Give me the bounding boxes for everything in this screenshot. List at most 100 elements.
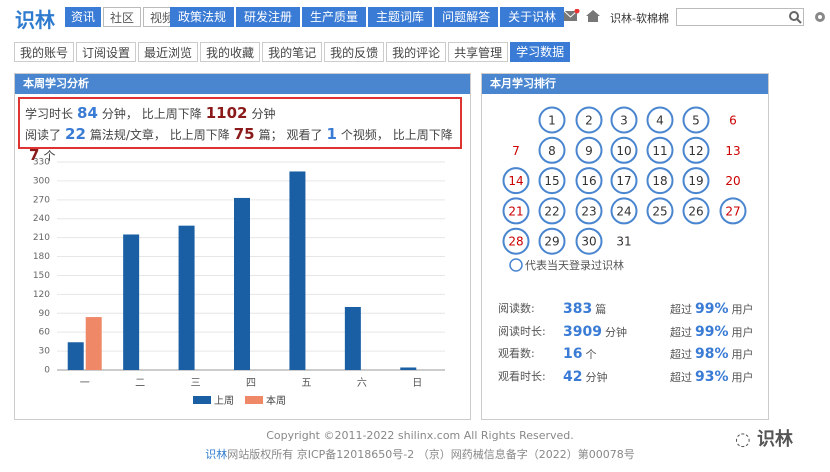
y-tick-label: 30 <box>39 347 51 357</box>
summary-number: 84 <box>77 104 98 122</box>
calendar-day: 26 <box>688 204 703 218</box>
stat-row: 阅读时长: 3909 分钟 超过 99% 用户 <box>498 321 758 344</box>
sub-tab[interactable]: 我的账号 <box>14 42 75 62</box>
y-tick-label: 270 <box>33 195 50 205</box>
calendar-day: 13 <box>725 144 740 158</box>
stat-label: 观看数: <box>498 347 535 361</box>
stat-prefix: 超过 <box>670 371 692 385</box>
search-gear[interactable] <box>788 10 828 26</box>
summary-text: 个 <box>43 149 56 163</box>
summary-number: 7 <box>29 146 40 164</box>
y-tick-label: 90 <box>39 309 51 319</box>
nav-item[interactable]: 关于识林 <box>500 7 565 27</box>
summary-line: 阅读了 22 篇法规/文章， 比上周下降 75 篇； 观看了 1 个视频， 比上周下降 7 个 <box>25 124 455 166</box>
search-box[interactable] <box>676 8 804 26</box>
nav-item[interactable]: 研发注册 <box>236 7 301 27</box>
stat-prefix: 超过 <box>670 348 692 362</box>
login-circle <box>682 197 710 225</box>
login-circle <box>575 227 603 255</box>
calendar-day: 29 <box>544 235 559 249</box>
calendar-day: 14 <box>508 174 523 188</box>
login-circle <box>538 197 566 225</box>
summary: 学习时长 84 分钟， 比上周下降 1102 分钟 阅读了 22 篇法规/文章， 比上周下降 7… <box>18 97 462 164</box>
stat-unit: 个 <box>585 348 597 362</box>
sub-tab[interactable]: 我的笔记 <box>262 42 323 62</box>
calendar-day: 27 <box>725 204 740 218</box>
nav-item[interactable]: 生产质量 <box>302 7 367 27</box>
sub-tab[interactable]: 学习数据 <box>510 42 571 62</box>
stat-percent: 98% <box>695 346 729 363</box>
nav-item[interactable]: 问题解答 <box>434 7 499 27</box>
stat-number: 3909 <box>563 323 602 340</box>
y-tick-label: 60 <box>39 328 51 338</box>
tab[interactable]: 社区 <box>103 7 142 27</box>
summary-line: 学习时长 84 分钟， 比上周下降 1102 分钟 <box>25 103 455 124</box>
stat-number: 42 <box>563 369 583 386</box>
y-tick-label: 330 <box>33 158 50 168</box>
icons[interactable] <box>564 9 614 25</box>
login-circle <box>610 136 638 164</box>
username[interactable]: 识林-软棉棉 <box>610 12 669 25</box>
legend-swatch <box>245 396 263 404</box>
y-tick-label: 150 <box>33 271 50 281</box>
login-circle <box>538 227 566 255</box>
bar <box>123 234 140 370</box>
login-circle <box>538 106 566 134</box>
y-tick-label: 300 <box>33 176 50 186</box>
login-circle <box>502 227 530 255</box>
sub-tab[interactable]: 订阅设置 <box>76 42 137 62</box>
nav-item[interactable]: 政策法规 <box>170 7 235 27</box>
stat-value: 383 篇 <box>563 298 606 321</box>
icp-text: 网站版权所有 京ICP备12018650号-2 （京）网药械信息备字（2022）… <box>227 448 635 461</box>
sub-tab[interactable]: 我的反馈 <box>324 42 385 62</box>
stat-row: 观看时长: 42 分钟 超过 93% 用户 <box>498 366 758 389</box>
calendar-day: 9 <box>585 144 593 158</box>
nav-item[interactable]: 主题词库 <box>368 7 433 27</box>
stat-percent: 99% <box>695 323 729 340</box>
calendar-day: 1 <box>548 114 556 128</box>
sub-tab[interactable]: 我的评论 <box>386 42 447 62</box>
stat-suffix: 用户 <box>731 348 754 362</box>
bar <box>178 225 195 370</box>
login-circle <box>610 167 638 195</box>
legend-label: 上周 <box>214 395 234 407</box>
bar <box>400 367 417 370</box>
x-tick-label: 三 <box>191 378 201 389</box>
calendar-day: 21 <box>508 204 523 218</box>
calendar-day: 4 <box>656 114 664 128</box>
bar <box>289 171 306 370</box>
x-tick-label: 五 <box>301 378 311 389</box>
sub-tab[interactable]: 我的收藏 <box>200 42 261 62</box>
logo[interactable]: 识林 <box>15 8 55 32</box>
calendar-day: 6 <box>729 114 737 128</box>
stat-value: 42 分钟 <box>563 366 607 389</box>
calendar-day: 7 <box>512 144 520 158</box>
footer-brand[interactable]: 识林 <box>205 448 228 461</box>
sub-tab[interactable]: 共享管理 <box>448 42 509 62</box>
tab[interactable]: 资讯 <box>65 7 102 27</box>
stat-row: 观看数: 16 个 超过 98% 用户 <box>498 343 758 366</box>
calendar-day: 22 <box>544 204 559 218</box>
stat-prefix: 超过 <box>670 303 692 316</box>
legend-circle <box>509 258 523 272</box>
login-circle <box>502 197 530 225</box>
stat-suffix: 用户 <box>731 371 754 385</box>
stat-label: 阅读数: <box>498 302 535 315</box>
stat-row: 阅读数: 383 篇 超过 99% 用户 <box>498 298 758 321</box>
watermark-text: 识林 <box>756 429 793 450</box>
login-circle <box>502 167 530 195</box>
calendar-day: 5 <box>692 114 700 128</box>
login-circle <box>538 136 566 164</box>
sub-tab[interactable]: 最近浏览 <box>138 42 199 62</box>
bar <box>85 317 102 370</box>
calendar-day: 25 <box>652 204 667 218</box>
calendar-day: 31 <box>616 235 631 249</box>
summary-text: 学习时长 <box>25 107 74 121</box>
panel-title: 本周学习分析 <box>15 74 470 94</box>
summary-number: 1102 <box>205 104 248 122</box>
stat-rank: 超过 99% 用户 <box>670 321 754 344</box>
y-tick-label: 0 <box>44 366 50 376</box>
stat-rank: 超过 98% 用户 <box>670 343 754 366</box>
calendar-day: 10 <box>616 144 631 158</box>
